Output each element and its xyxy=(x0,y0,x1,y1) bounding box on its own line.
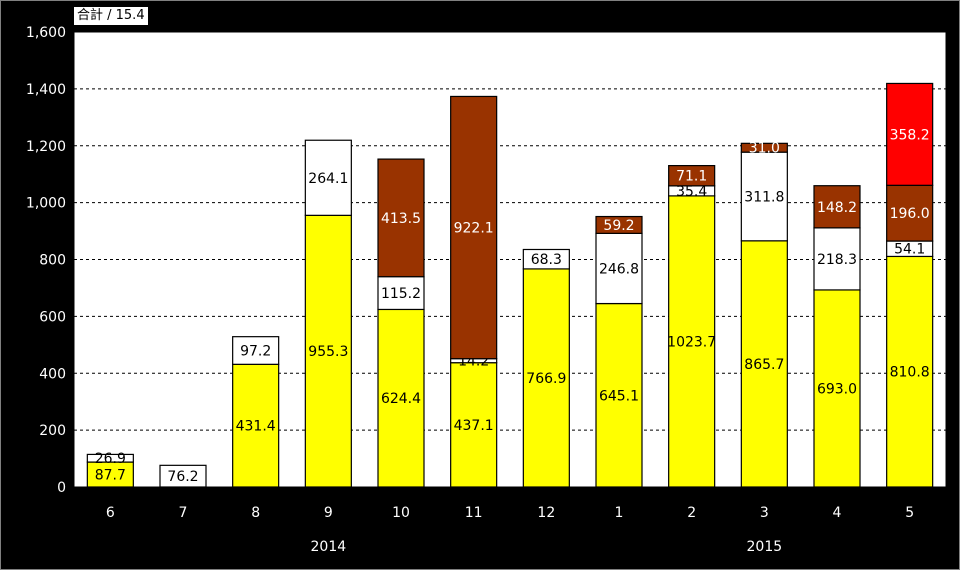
data-label: 431.4 xyxy=(236,419,276,435)
bar-segment xyxy=(450,362,498,488)
data-label: 196.0 xyxy=(890,206,930,222)
y-tick-label: 0 xyxy=(57,480,66,496)
data-label: 87.7 xyxy=(95,468,126,484)
data-label: 922.1 xyxy=(454,221,494,237)
data-label: 413.5 xyxy=(381,211,421,227)
x-tick-label: 8 xyxy=(251,505,260,521)
y-tick-label: 1,200 xyxy=(26,139,66,155)
bar-segment xyxy=(450,95,498,360)
data-label: 311.8 xyxy=(744,189,784,205)
data-label: 218.3 xyxy=(817,252,857,268)
bar-segment xyxy=(740,240,788,488)
bar-segment xyxy=(668,164,716,187)
x-tick-label: 5 xyxy=(905,505,914,521)
data-label: 26.9 xyxy=(95,451,126,467)
data-label: 68.3 xyxy=(531,252,562,268)
x-tick-label: 3 xyxy=(760,505,769,521)
bar-segment xyxy=(377,158,425,278)
bar-segment xyxy=(377,276,425,311)
x-tick-label: 1 xyxy=(615,505,624,521)
y-tick-label: 800 xyxy=(39,253,66,269)
x-tick-label: 9 xyxy=(324,505,333,521)
bar-segment xyxy=(595,302,643,488)
bar-segment xyxy=(522,248,570,270)
x-tick-label: 2 xyxy=(687,505,696,521)
bar-segment xyxy=(522,268,570,488)
data-label: 810.8 xyxy=(890,365,930,381)
y-tick-label: 1,000 xyxy=(26,196,66,212)
bar-segment xyxy=(304,139,352,216)
data-label: 35.4 xyxy=(676,184,707,200)
y-tick-label: 1,400 xyxy=(26,82,66,98)
bar-segment xyxy=(377,308,425,488)
x-tick-label: 11 xyxy=(465,505,483,521)
total-badge: 合計 / 15.4 xyxy=(73,6,149,26)
data-label: 437.1 xyxy=(454,418,494,434)
data-label: 71.1 xyxy=(676,169,707,185)
y-tick-label: 400 xyxy=(39,366,66,382)
y-tick-label: 1,600 xyxy=(26,25,66,41)
x-tick-label: 10 xyxy=(392,505,410,521)
bar-segment xyxy=(304,214,352,488)
data-label: 955.3 xyxy=(308,344,348,360)
data-label: 59.2 xyxy=(603,218,634,234)
data-label: 693.0 xyxy=(817,381,857,397)
bar-segment xyxy=(232,363,280,488)
x-tick-label: 4 xyxy=(833,505,842,521)
data-label: 31.0 xyxy=(749,141,780,157)
data-label: 54.1 xyxy=(894,242,925,258)
bar-segment xyxy=(886,82,934,186)
y-tick-label: 600 xyxy=(39,309,66,325)
bar-segment xyxy=(886,255,934,488)
bar-segment xyxy=(86,453,134,463)
bar-segment xyxy=(595,232,643,305)
y-tick-label: 200 xyxy=(39,423,66,439)
data-label: 766.9 xyxy=(526,371,566,387)
x-group-label: 2014 xyxy=(311,539,347,555)
x-group-label: 2015 xyxy=(747,539,783,555)
data-label: 115.2 xyxy=(381,286,421,302)
x-tick-label: 12 xyxy=(537,505,555,521)
data-label: 148.2 xyxy=(817,200,857,216)
bar-segment xyxy=(232,336,280,365)
data-label: 865.7 xyxy=(744,357,784,373)
bar-segment xyxy=(668,195,716,488)
data-label: 358.2 xyxy=(890,127,930,143)
bar-segment xyxy=(813,227,861,291)
data-label: 76.2 xyxy=(167,469,198,485)
data-label: 97.2 xyxy=(240,344,271,360)
data-label: 1023.7 xyxy=(667,334,716,350)
data-label: 246.8 xyxy=(599,261,639,277)
data-label: 264.1 xyxy=(308,171,348,187)
bar-segment xyxy=(595,215,643,234)
bar-segment xyxy=(740,142,788,153)
bar-segment xyxy=(159,464,207,488)
data-label: 624.4 xyxy=(381,391,421,407)
bar-segment xyxy=(813,185,861,229)
x-tick-label: 6 xyxy=(106,505,115,521)
x-tick-label: 7 xyxy=(179,505,188,521)
data-label: 645.1 xyxy=(599,388,639,404)
